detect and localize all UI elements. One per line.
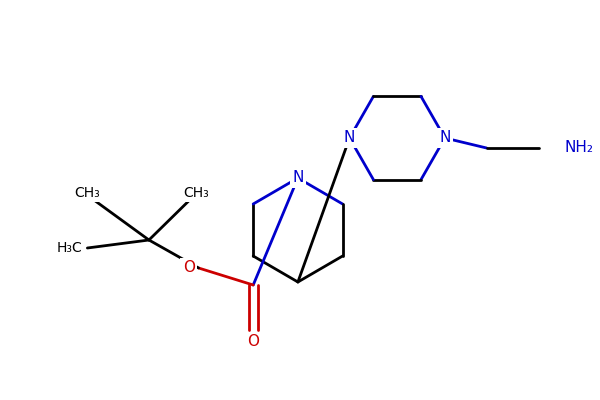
Text: N: N bbox=[292, 170, 304, 186]
Text: N: N bbox=[344, 130, 355, 146]
Text: O: O bbox=[247, 334, 259, 350]
Text: O: O bbox=[182, 260, 194, 276]
Text: CH₃: CH₃ bbox=[184, 186, 209, 200]
Text: NH₂: NH₂ bbox=[564, 140, 593, 156]
Text: N: N bbox=[439, 130, 451, 146]
Text: CH₃: CH₃ bbox=[74, 186, 100, 200]
Text: H₃C: H₃C bbox=[56, 241, 82, 255]
